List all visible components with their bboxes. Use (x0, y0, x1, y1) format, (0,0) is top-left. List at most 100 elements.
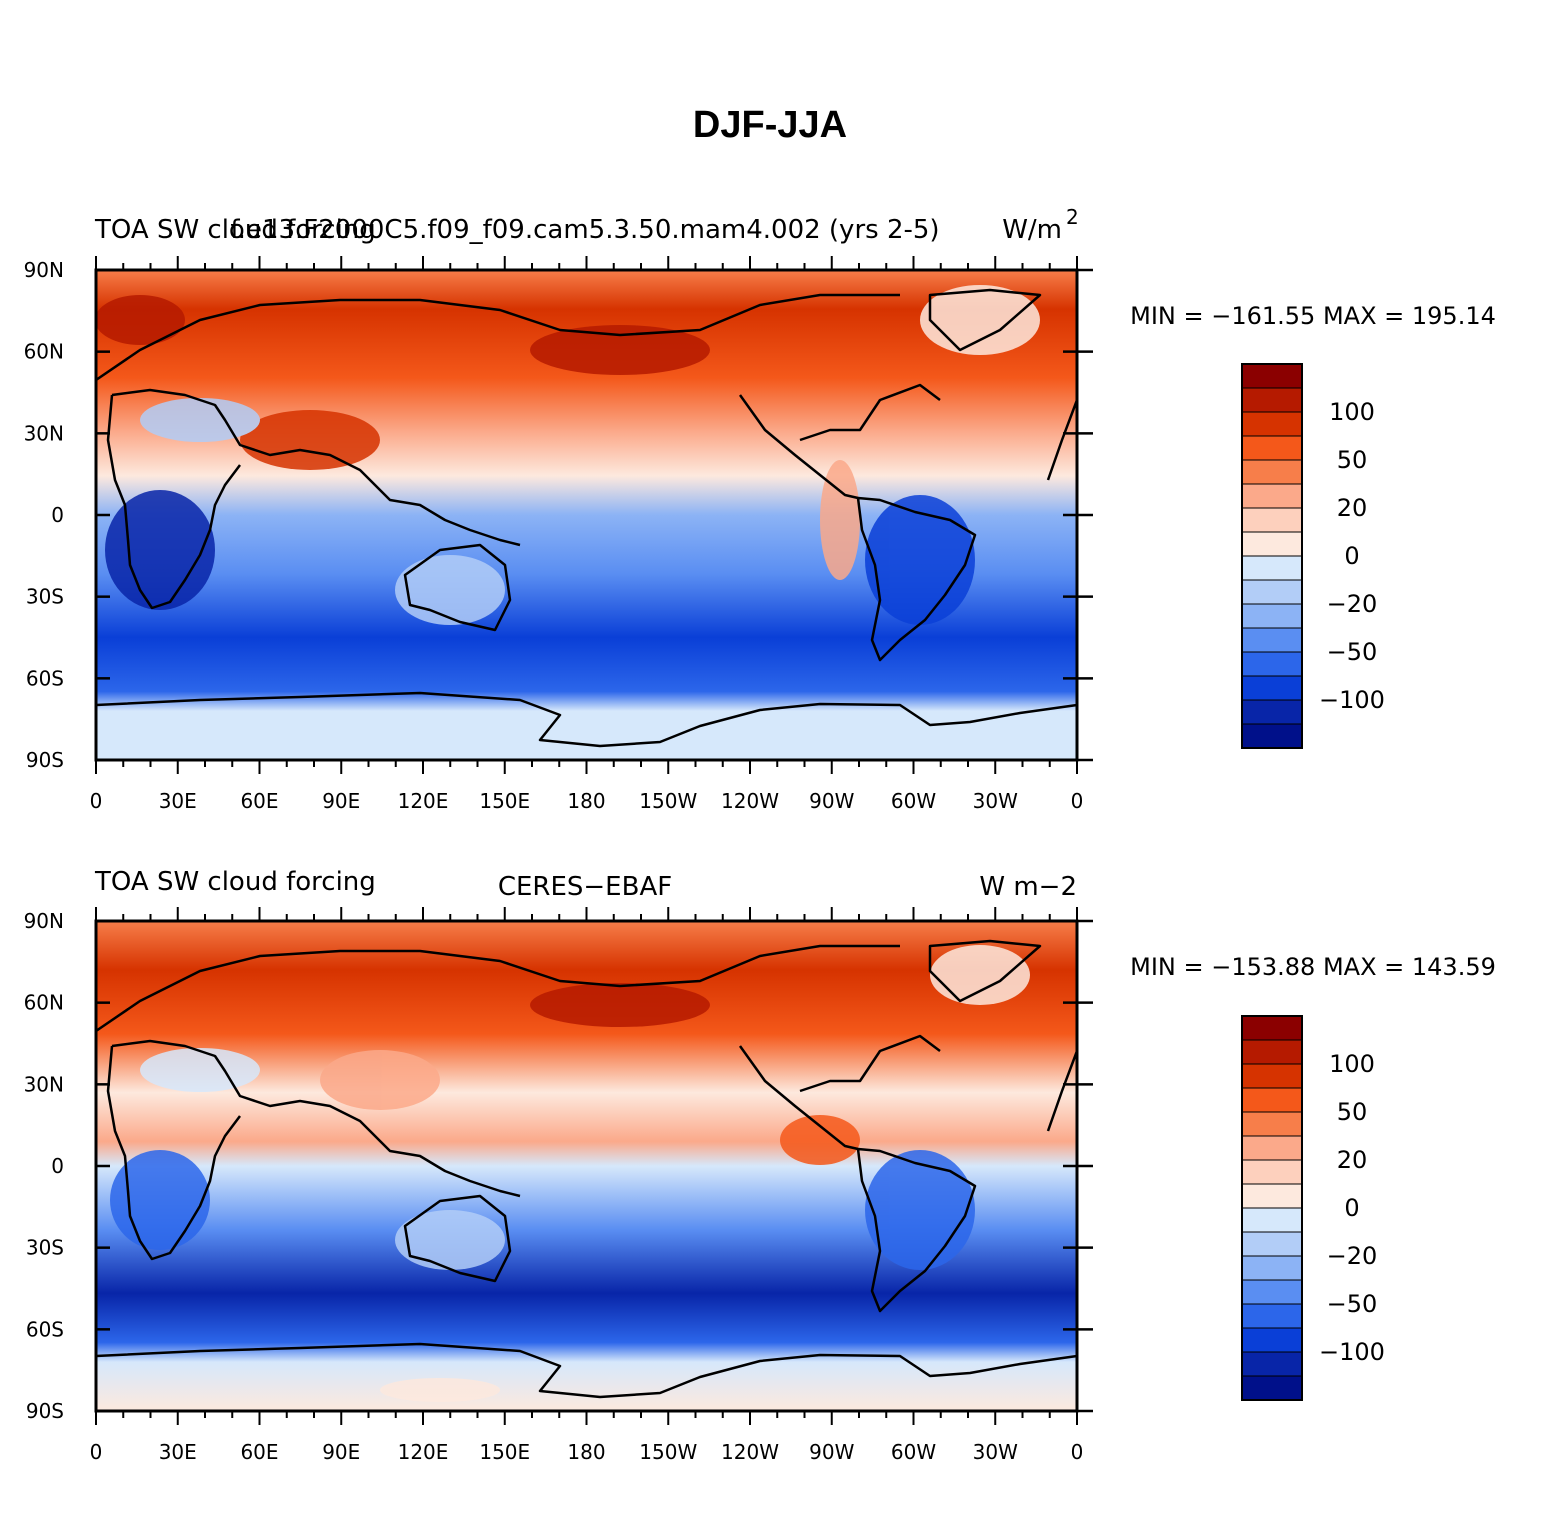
panel-1-lon-label: 120E (398, 789, 449, 813)
panel-2-colorbar-swatch (1241, 1303, 1303, 1329)
panel-2-lon-label: 60E (240, 1440, 278, 1464)
panel-2-colorbar-label: −50 (1327, 1290, 1378, 1318)
panel-1-colorbar-label: 50 (1337, 446, 1368, 474)
panel-1-lat-label: 30N (24, 421, 64, 445)
panel-1-colorbar-label: −100 (1319, 686, 1385, 714)
panel-1-colorbar-swatch (1241, 675, 1303, 701)
panel-2-colorbar-swatch (1241, 1087, 1303, 1113)
panel-2-colorbar-label: 20 (1337, 1146, 1368, 1174)
panel-2-lat-label: 30N (24, 1072, 64, 1096)
panel-2-colorbar-swatch (1241, 1159, 1303, 1185)
panel-1-colorbar-swatch (1241, 627, 1303, 653)
panel-1-colorbar-swatch (1241, 723, 1303, 749)
panel-2-colorbar-frame (1241, 1015, 1303, 1401)
panel-2-lon-label: 60W (891, 1440, 936, 1464)
panel-2-lat-label: 30S (26, 1236, 64, 1260)
panel-1-lat-label: 30S (26, 585, 64, 609)
panel-2-units: W m−2 (979, 872, 1077, 902)
panel-2-colorbar-swatch (1241, 1207, 1303, 1233)
panel-1-lon-label: 90W (809, 789, 854, 813)
panel-1-colorbar-swatch (1241, 579, 1303, 605)
panel-2-lon-label: 120W (721, 1440, 779, 1464)
panel-2-colorbar-swatch (1241, 1015, 1303, 1041)
panel-2-colorbar-swatch (1241, 1039, 1303, 1065)
panel-1-colorbar-frame (1241, 363, 1303, 749)
panel-2-colorbar: 100 50 20 0 −20 −50 −100 (1241, 1015, 1385, 1401)
panel-2-colorbar-swatch (1241, 1327, 1303, 1353)
panel-1-colorbar-swatch (1241, 363, 1303, 389)
panel-2-lon-label: 90W (809, 1440, 854, 1464)
panel-2-lat-label: 0 (51, 1154, 64, 1178)
panel-1-colorbar-swatch (1241, 555, 1303, 581)
panel-2-lon-label: 0 (1071, 1440, 1084, 1464)
panel-2-stats: MIN = −153.88 MAX = 143.59 (1130, 953, 1496, 981)
panel-2-center-title: CERES−EBAF (498, 872, 672, 902)
panel-1-lon-label: 0 (90, 789, 103, 813)
panel-2-units-text: W m−2 (979, 872, 1077, 902)
panel-1-units: W/m (1002, 215, 1062, 245)
panel-2-left-title: TOA SW cloud forcing (94, 867, 376, 897)
panel-1-colorbar-swatch (1241, 435, 1303, 461)
panel-1-colorbar-swatch (1241, 507, 1303, 533)
panel-2-lon-label: 150E (479, 1440, 530, 1464)
panel-2-colorbar-label: 50 (1337, 1098, 1368, 1126)
panel-1-lon-label: 30E (159, 789, 197, 813)
panel-1-lon-label: 180 (567, 789, 605, 813)
panel-2-colorbar-swatch (1241, 1279, 1303, 1305)
panel-2-colorbar-swatch (1241, 1351, 1303, 1377)
panel-1-lon-label: 90E (322, 789, 360, 813)
panel-1-lon-label: 60E (240, 789, 278, 813)
panel-1-colorbar-swatch (1241, 531, 1303, 557)
panel-1-stats: MIN = −161.55 MAX = 195.14 (1130, 302, 1496, 330)
panel-1-colorbar-label: 100 (1329, 398, 1375, 426)
panel-1-units-superscript: 2 (1066, 205, 1079, 229)
panel-2-colorbar-swatch (1241, 1231, 1303, 1257)
panel-1-lat-label: 60S (26, 666, 64, 690)
panel-2-colorbar-label: −20 (1327, 1242, 1378, 1270)
map-panel-1: TOA SW cloud forcing f.e13.F2000C5.f09_f… (24, 205, 1496, 813)
panel-1-colorbar-swatch (1241, 483, 1303, 509)
panel-1-left-title: TOA SW cloud forcing (94, 215, 376, 245)
panel-1-colorbar: 100 50 20 0 −20 −50 −100 (1241, 363, 1385, 749)
panel-1-colorbar-label: 20 (1337, 494, 1368, 522)
panel-2-lon-label: 120E (398, 1440, 449, 1464)
panel-1-colorbar-label: 0 (1344, 542, 1359, 570)
map-panel-2: TOA SW cloud forcing CERES−EBAF W m−2 (24, 867, 1496, 1464)
panel-1-units-text: W/m (1002, 215, 1062, 245)
panel-2-field-features (110, 945, 1030, 1402)
panel-1-lon-label: 120W (721, 789, 779, 813)
panel-1-colorbar-swatch (1241, 603, 1303, 629)
panel-1-lon-label: 150E (479, 789, 530, 813)
panel-2-lon-label: 90E (322, 1440, 360, 1464)
panel-1-lat-label: 60N (24, 340, 64, 364)
panel-1-lat-label: 90N (24, 258, 64, 282)
panel-2-colorbar-swatch (1241, 1063, 1303, 1089)
panel-2-lon-label: 30W (973, 1440, 1018, 1464)
panel-2-lon-label: 30E (159, 1440, 197, 1464)
panel-2-colorbar-label: −100 (1319, 1338, 1385, 1366)
panel-2-lon-label: 150W (639, 1440, 697, 1464)
panel-1-colorbar-label: −20 (1327, 590, 1378, 618)
panel-1-lat-label: 0 (51, 503, 64, 527)
panel-2-colorbar-label: 100 (1329, 1050, 1375, 1078)
figure-title: DJF-JJA (693, 104, 847, 146)
panel-1-lon-label: 150W (639, 789, 697, 813)
panel-2-colorbar-swatch (1241, 1111, 1303, 1137)
panel-2-lat-label: 60S (26, 1317, 64, 1341)
panel-2-lon-label: 0 (90, 1440, 103, 1464)
panel-1-colorbar-swatch (1241, 411, 1303, 437)
panel-1-lon-label: 30W (973, 789, 1018, 813)
panel-1-lon-label: 60W (891, 789, 936, 813)
panel-2-lat-label: 60N (24, 991, 64, 1015)
panel-1-lat-label: 90S (26, 748, 64, 772)
panel-2-lat-label: 90N (24, 909, 64, 933)
panel-2-colorbar-swatch (1241, 1255, 1303, 1281)
panel-1-colorbar-swatch (1241, 651, 1303, 677)
panel-1-axis-ticks: 90N 60N 30N 0 30S 60S 90S 0 30E 60E 90E 120E 150E 180… (24, 256, 1093, 813)
panel-1-colorbar-swatch (1241, 459, 1303, 485)
panel-2-lat-label: 90S (26, 1399, 64, 1423)
panel-2-lon-label: 180 (567, 1440, 605, 1464)
panel-2-coastlines (95, 939, 1079, 1399)
panel-2-colorbar-label: 0 (1344, 1194, 1359, 1222)
